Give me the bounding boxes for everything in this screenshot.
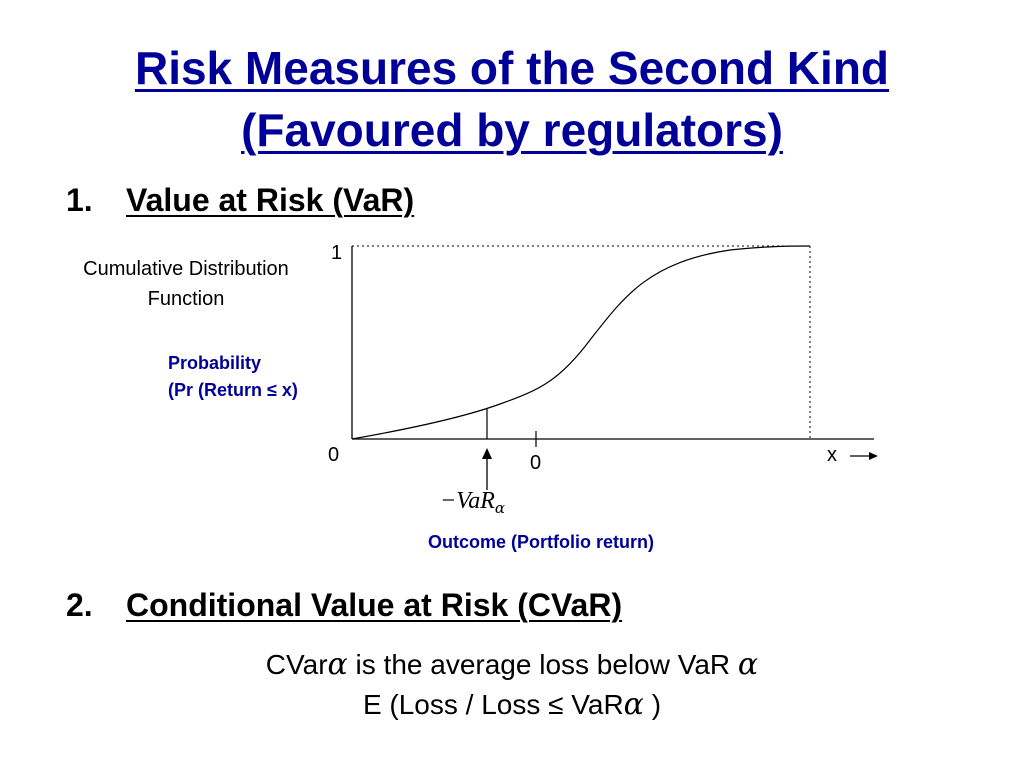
var-text: VaR (456, 488, 495, 514)
cvar-prefix: CVar (265, 649, 328, 680)
x-axis-label: x (827, 444, 837, 466)
x-tick-zero: 0 (530, 452, 542, 474)
cvar-expectation-prefix: E (Loss / Loss ≤ VaR (362, 689, 624, 720)
section1-heading: 1. Value at Risk (VaR) (66, 181, 414, 219)
cdf-curve (351, 245, 811, 440)
cdf-label-line2: Function (147, 288, 225, 310)
x-arrow-head-icon (869, 452, 878, 460)
y-tick-one: 1 (331, 242, 343, 264)
section2-label: Conditional Value at Risk (CVaR) (126, 587, 623, 623)
section1-number: 1. (66, 182, 93, 218)
var-arrow-head-icon (482, 448, 492, 459)
cvar-expectation-suffix: ) (643, 689, 662, 720)
slide-title-line2: (Favoured by regulators) (241, 104, 783, 156)
cvar-middle: is the average loss below VaR (347, 649, 738, 680)
y-axis-label-line1: Probability (168, 353, 262, 373)
section2-heading: 2. Conditional Value at Risk (CVaR) (66, 586, 622, 624)
var-minus: − (440, 488, 457, 514)
section2-number: 2. (66, 587, 93, 623)
cvar-definition-line: CVarα is the average loss below VaR α (0, 648, 1024, 682)
cdf-label-line1: Cumulative Distribution (83, 258, 289, 280)
x-axis-caption: Outcome (Portfolio return) (428, 532, 654, 552)
alpha-symbol: α (737, 647, 759, 682)
y-tick-zero: 0 (328, 444, 340, 466)
slide-title-line1: Risk Measures of the Second Kind (134, 42, 890, 94)
cvar-expectation-line: E (Loss / Loss ≤ VaRα ) (0, 688, 1024, 722)
alpha-symbol: α (327, 647, 348, 682)
y-axis-label-line2: (Pr (Return ≤ x) (168, 380, 298, 400)
section1-label: Value at Risk (VaR) (126, 182, 415, 218)
var-marker-label: −VaRα (440, 486, 505, 523)
alpha-symbol: α (623, 687, 644, 722)
alpha-symbol: α (494, 499, 506, 517)
